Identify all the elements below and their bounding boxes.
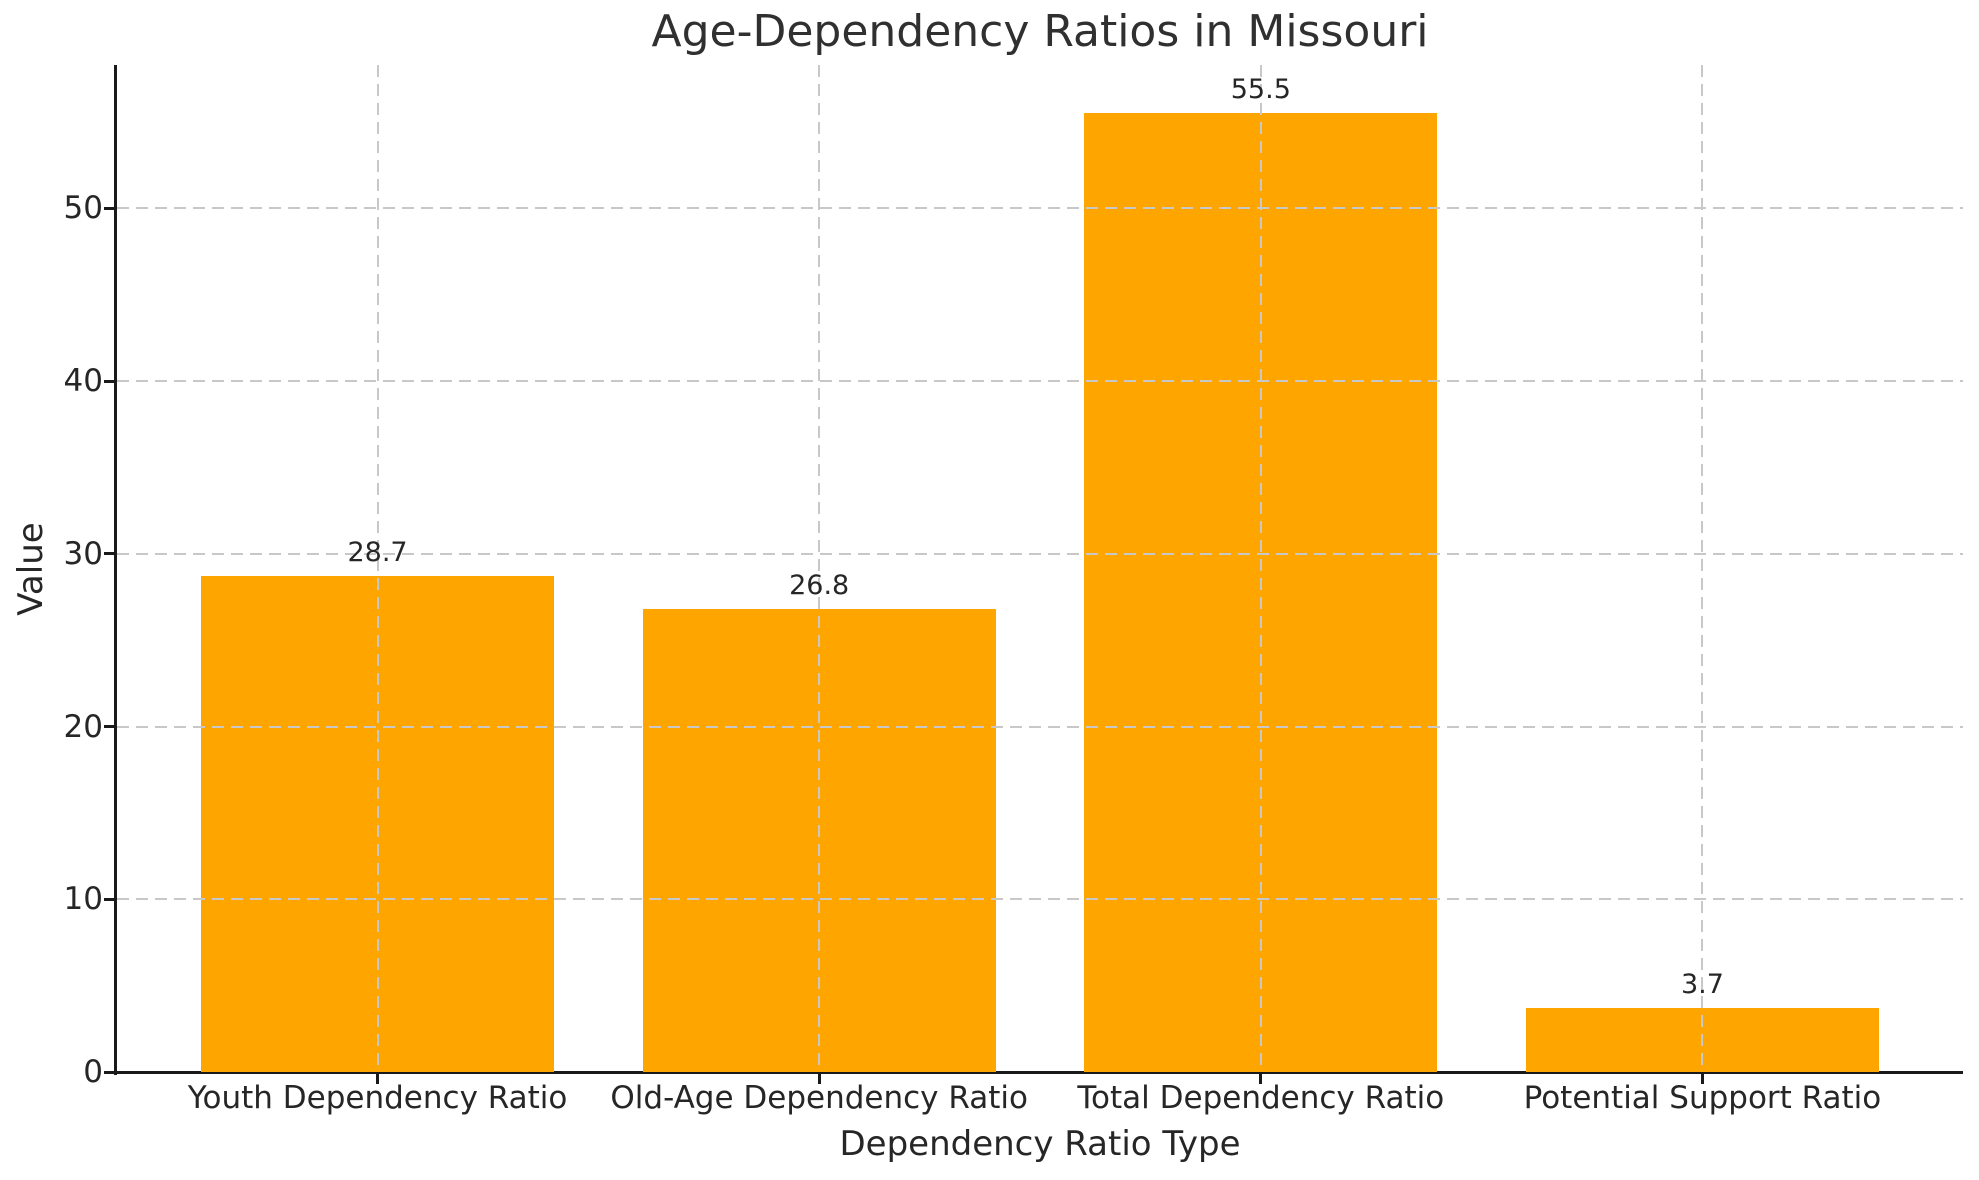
vertical-gridline: [376, 65, 379, 1072]
y-tick-label: 30: [63, 535, 103, 572]
horizontal-gridline: [117, 380, 1963, 383]
x-tick-mark: [817, 1074, 821, 1084]
x-axis-label: Dependency Ratio Type: [839, 1124, 1241, 1164]
vertical-gridline: [818, 65, 821, 1072]
bar-value-label: 26.8: [789, 570, 850, 602]
plot-area: 28.7 26.8 55.5 3.7: [117, 65, 1963, 1072]
bar-value-label: 3.7: [1680, 969, 1724, 1001]
x-tick-label: Potential Support Ratio: [1523, 1080, 1882, 1116]
horizontal-gridline: [117, 725, 1963, 728]
y-tick-mark: [104, 1070, 114, 1074]
y-tick-mark: [104, 725, 114, 729]
bar-value-label: 55.5: [1230, 74, 1291, 106]
y-tick-mark: [104, 552, 114, 556]
y-tick-label: 20: [63, 708, 103, 745]
chart-title: Age-Dependency Ratios in Missouri: [651, 6, 1429, 57]
y-tick-mark: [104, 379, 114, 383]
y-tick-mark: [104, 897, 114, 901]
x-tick-mark: [1700, 1074, 1704, 1084]
horizontal-gridline: [117, 898, 1963, 901]
horizontal-gridline: [117, 552, 1963, 555]
x-tick-label: Total Dependency Ratio: [1077, 1080, 1445, 1116]
y-tick-label: 40: [63, 363, 103, 400]
vertical-gridline: [1259, 65, 1262, 1072]
x-axis-spine: [114, 1071, 1963, 1074]
y-tick-label: 10: [63, 881, 103, 918]
y-tick-mark: [104, 206, 114, 210]
x-tick-mark: [376, 1074, 380, 1084]
x-tick-mark: [1259, 1074, 1263, 1084]
x-tick-label: Youth Dependency Ratio: [187, 1080, 568, 1116]
vertical-gridline: [1701, 65, 1704, 1072]
x-tick-label: Old-Age Dependency Ratio: [610, 1080, 1028, 1116]
y-tick-label: 0: [83, 1054, 103, 1090]
horizontal-gridline: [117, 207, 1963, 210]
y-tick-label: 50: [63, 190, 103, 227]
y-axis-spine: [114, 65, 117, 1075]
bar-value-label: 28.7: [347, 537, 408, 569]
